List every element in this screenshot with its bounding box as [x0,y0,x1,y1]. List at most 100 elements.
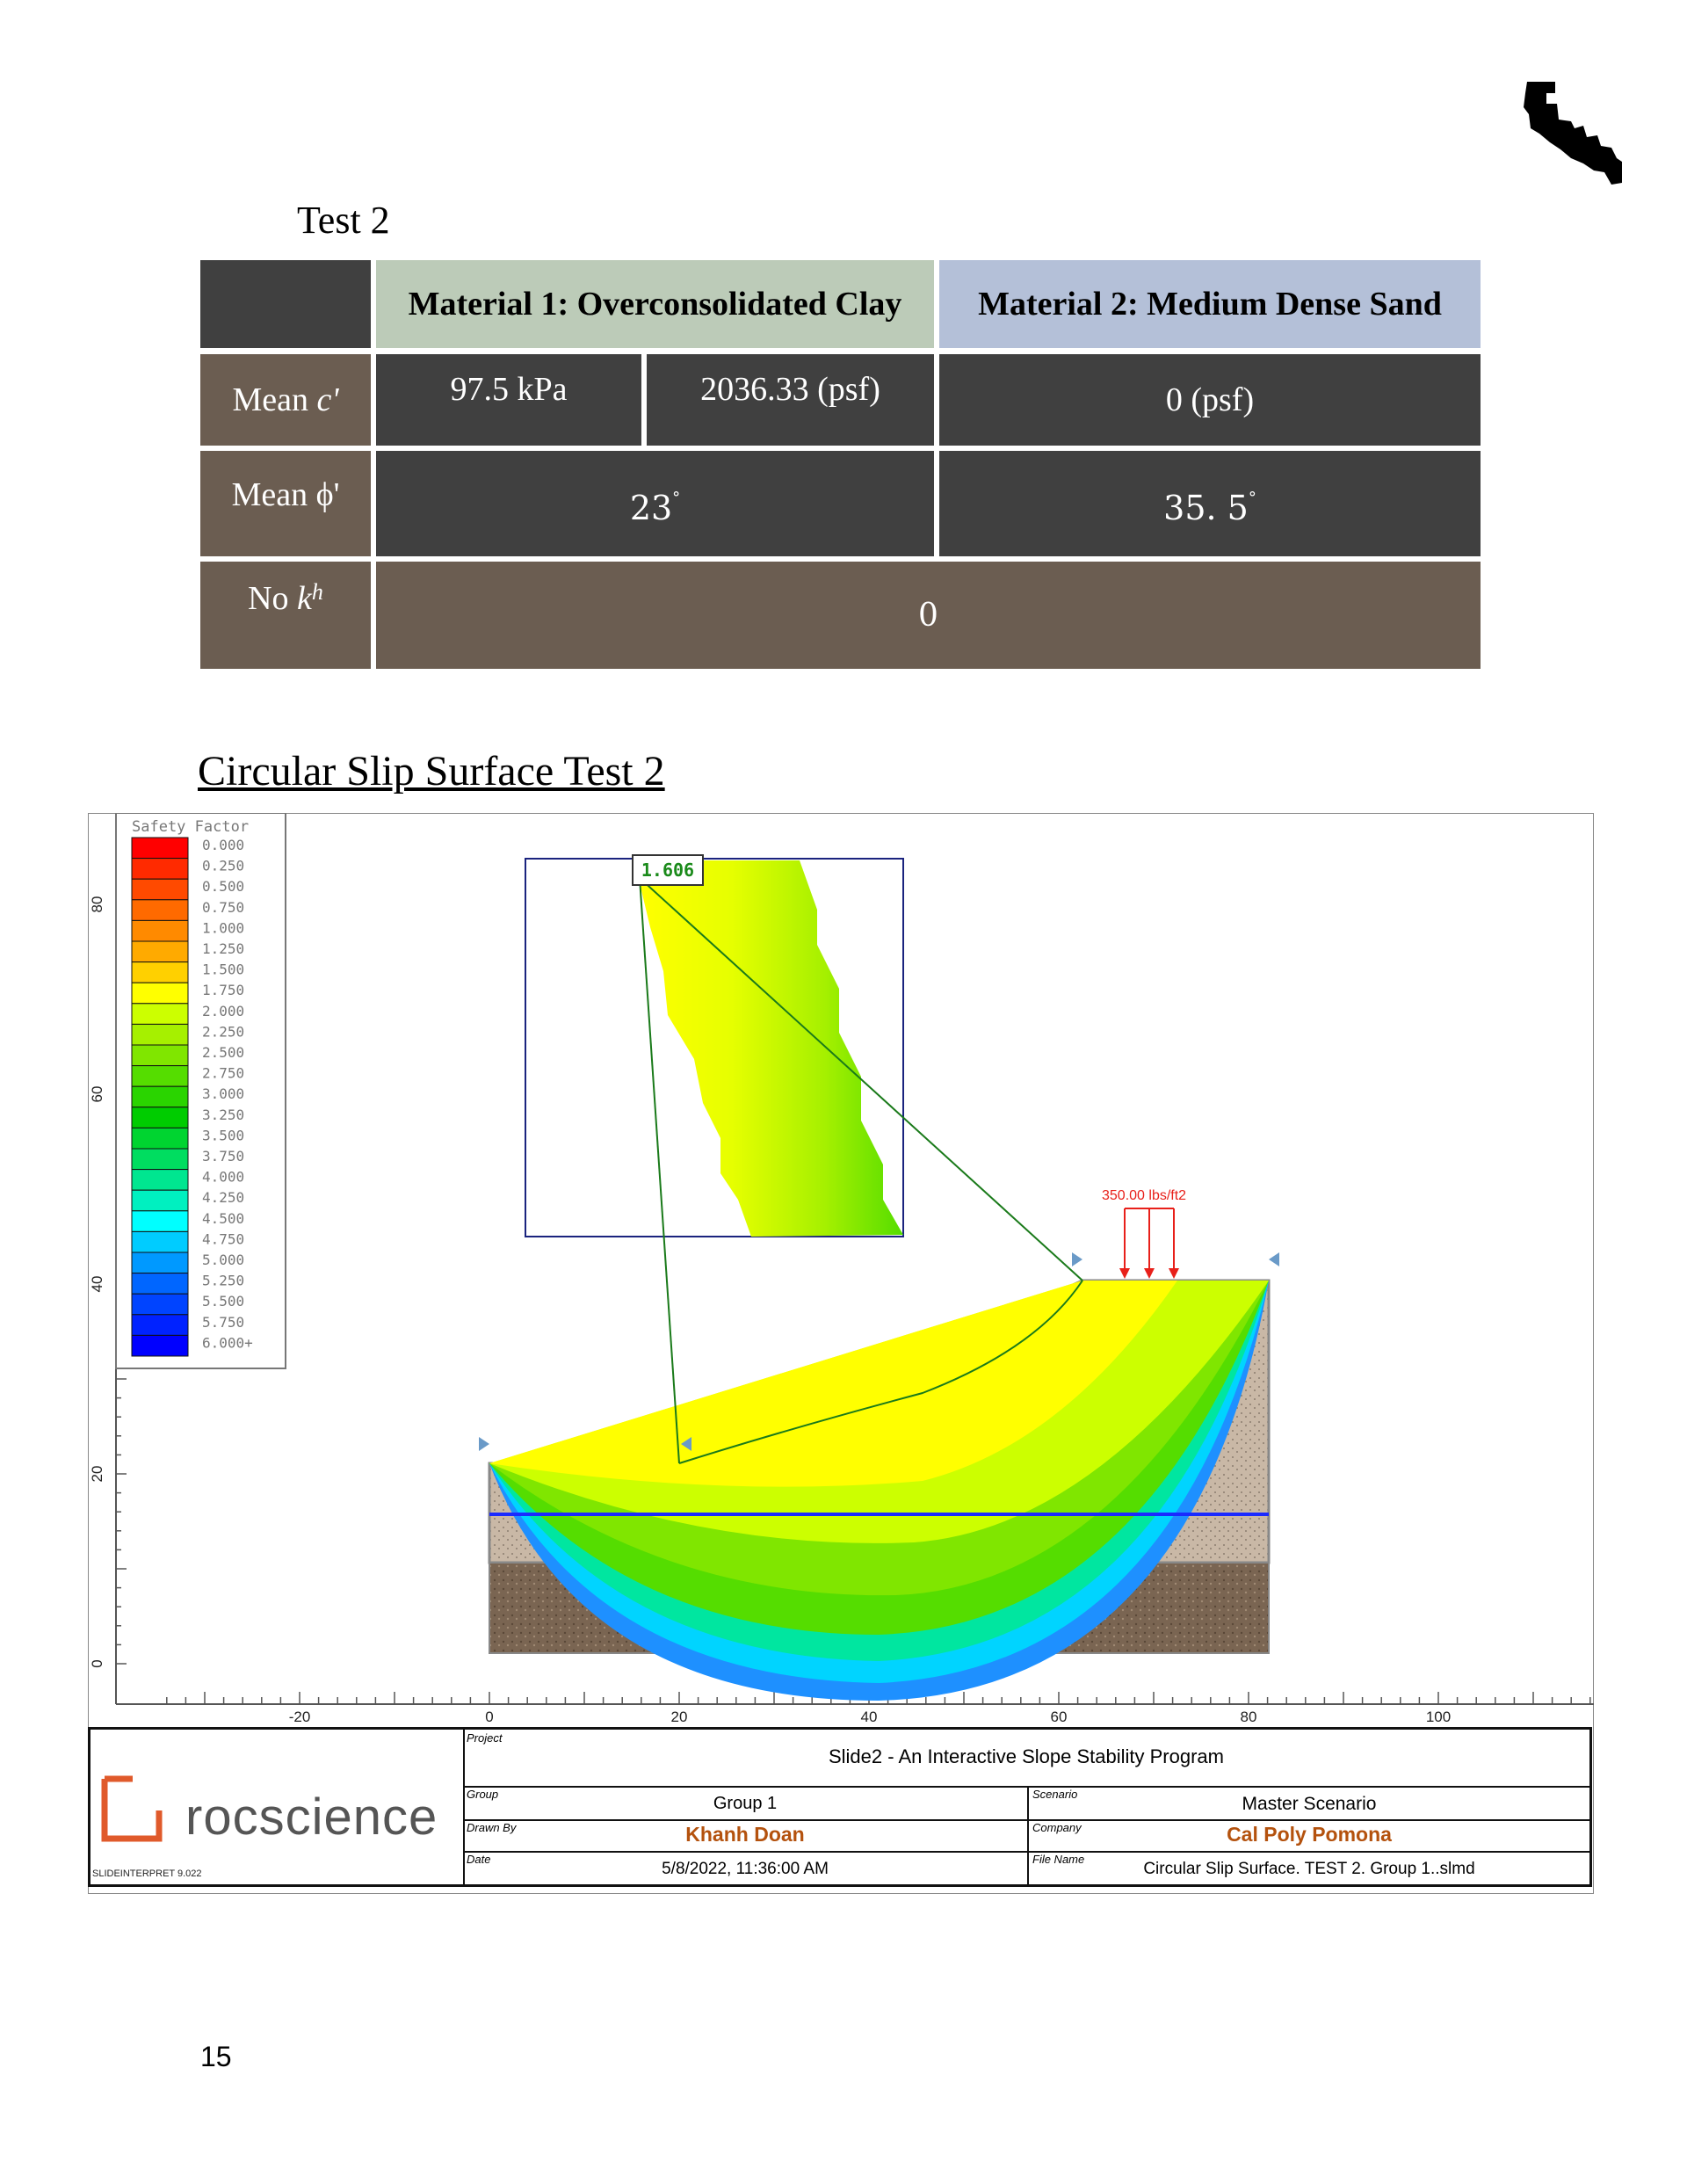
y-tick-label: 80 [89,896,105,913]
legend-label: 3.250 [202,1107,244,1123]
slope-stability-figure: 80 60 40 20 0 -20 0 20 40 60 80 100 350.00 lbs/ft2 [88,813,1594,1894]
company-label: Company [1032,1821,1082,1834]
test-title: Test 2 [297,199,390,242]
x-tick-label: 80 [1241,1709,1257,1725]
slip-surface-yellow [489,1281,1177,1487]
legend-swatch [131,1252,189,1274]
friction-m1-value: 23 [629,489,673,527]
legend-label: 1.750 [202,982,244,998]
legend-swatch [131,1230,189,1253]
y-tick-label: 0 [89,1659,105,1667]
load-label: 350.00 lbs/ft2 [1102,1188,1186,1203]
legend-swatch [131,858,189,880]
y-tick-label: 40 [89,1276,105,1293]
legend-label: 2.000 [202,1003,244,1019]
company-value: Cal Poly Pomona [1227,1823,1392,1846]
project-label: Project [467,1731,503,1745]
y-tick-label: 20 [89,1466,105,1483]
legend-swatch [131,1003,189,1025]
seismic-subscript: h [311,579,323,605]
legend-swatch [131,1044,189,1067]
legend-label: 1.500 [202,961,244,978]
degree-symbol: ° [1248,488,1256,507]
legend-label: 5.000 [202,1252,244,1268]
file-label: File Name [1032,1853,1085,1866]
california-logo [1524,82,1622,185]
legend-swatch [131,837,189,860]
seismic-label-prefix: No [248,580,298,617]
x-tick-label: 0 [485,1709,493,1725]
x-tick-label: 40 [861,1709,878,1725]
legend-label: 0.500 [202,878,244,895]
x-axis-ticks [166,1692,1591,1704]
cohesion-m2: 0 (psf) [939,354,1481,446]
drawn-by-label: Drawn By [467,1821,517,1834]
logo-panel: rocscience SLIDEINTERPRET 9.022 [91,1730,465,1884]
section-title: Circular Slip Surface Test 2 [198,748,665,795]
zoom-connector [639,877,1083,1281]
scenario-value: Master Scenario [1242,1794,1377,1814]
legend-swatch [131,1107,189,1128]
cohesion-label: Mean c' [200,354,371,446]
seismic-symbol: k [297,580,312,617]
version-text: SLIDEINTERPRET 9.022 [92,1868,202,1879]
legend-swatch [131,1293,189,1316]
material2-header: Material 2: Medium Dense Sand [939,260,1481,348]
legend-label: 2.500 [202,1044,244,1061]
cohesion-symbol: c' [316,381,339,418]
file-cell: File Name Circular Slip Surface. TEST 2.… [1029,1851,1589,1884]
legend-swatch [131,982,189,1005]
date-cell: Date 5/8/2022, 11:36:00 AM [463,1851,1029,1884]
legend-label: 3.500 [202,1127,244,1143]
legend-items: 0.000 0.250 0.500 0.750 1.000 1.250 1.500 1.750… [131,837,253,1357]
legend-swatch [131,1023,189,1046]
friction-label: Mean ϕ' [200,451,371,556]
y-axis-labels: 80 60 40 20 0 [89,896,105,1668]
legend-swatch [131,1127,189,1150]
scenario-label: Scenario [1032,1788,1078,1801]
date-label: Date [467,1853,491,1866]
y-tick-label: 60 [89,1086,105,1103]
material1-header: Material 1: Overconsolidated Clay [376,260,934,348]
legend-swatch [131,1085,189,1108]
boundary-marker [681,1437,691,1451]
friction-m1: 23 ° [376,451,934,556]
legend-label: 2.750 [202,1065,244,1082]
legend-label: 4.750 [202,1230,244,1247]
degree-symbol: ° [672,488,681,507]
min-fs-box [632,854,704,886]
legend-label: 5.500 [202,1293,244,1310]
legend-swatch [131,878,189,901]
date-value: 5/8/2022, 11:36:00 AM [662,1860,829,1878]
zoom-inset-contours [640,860,903,1237]
legend-swatch [131,961,189,983]
x-tick-label: -20 [289,1709,311,1725]
page-number: 15 [200,2041,232,2072]
legend-label: 4.000 [202,1169,244,1186]
legend-label: 0.250 [202,858,244,874]
legend-label: 5.250 [202,1273,244,1289]
legend-swatch [131,919,189,942]
file-value: Circular Slip Surface. TEST 2. Group 1..… [1143,1860,1475,1878]
legend-label: 4.250 [202,1189,244,1206]
x-axis-labels: -20 0 20 40 60 80 100 [289,1709,1451,1725]
legend-label: 4.500 [202,1210,244,1227]
legend-swatch [131,940,189,963]
logo-text: rocscience [185,1789,438,1846]
slope-plot: 80 60 40 20 0 -20 0 20 40 60 80 100 350.00 lbs/ft2 [88,813,1594,1894]
legend-swatch [131,1169,189,1191]
legend-swatch [131,1065,189,1087]
rocscience-logo-icon [101,1775,163,1842]
x-tick-label: 20 [671,1709,688,1725]
legend-label: 6.000+ [202,1334,253,1351]
seismic-value: 0 [376,562,1481,669]
legend-label: 3.000 [202,1085,244,1102]
x-tick-label: 60 [1051,1709,1068,1725]
company-cell: Company Cal Poly Pomona [1029,1819,1589,1853]
legend-label: 1.000 [202,919,244,936]
zoom-connector [639,877,680,1464]
legend-title: Safety Factor [132,818,249,836]
drawn-by-value: Khanh Doan [685,1823,805,1846]
legend-label: 2.250 [202,1023,244,1040]
friction-m2: 35. 5 ° [939,451,1481,556]
